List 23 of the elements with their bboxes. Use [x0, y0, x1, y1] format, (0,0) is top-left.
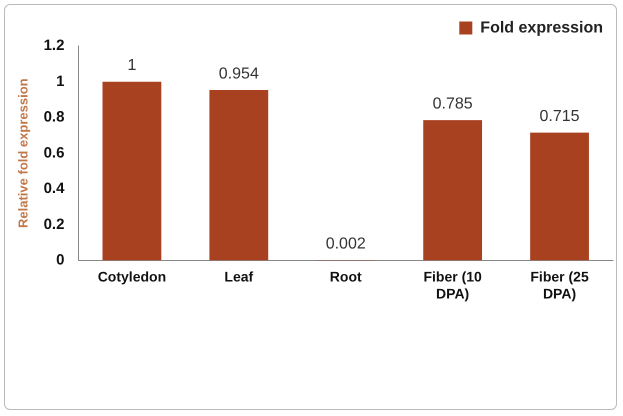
- y-tick-label: 0.2: [44, 216, 64, 233]
- legend-label: Fold expression: [480, 19, 604, 36]
- data-label: 0.785: [432, 96, 473, 113]
- data-label: 0.715: [540, 108, 580, 126]
- x-tick-label: Fiber (10 DPA): [423, 268, 482, 302]
- bar: [530, 132, 589, 260]
- y-tick-label: 0.8: [44, 108, 64, 126]
- bar: [423, 120, 482, 260]
- y-tick-label: 1.2: [44, 37, 64, 54]
- bar: [102, 82, 162, 260]
- y-tick-label: 0.4: [44, 180, 66, 198]
- data-label: 1: [127, 57, 136, 74]
- data-label: 0.954: [218, 65, 259, 82]
- y-tick-label: 0.6: [44, 144, 64, 162]
- data-label: 0.002: [326, 235, 366, 252]
- x-tick-label: Fiber (25 DPA): [530, 268, 589, 302]
- x-tick-label: Leaf: [224, 268, 254, 285]
- x-tick-label: Root: [330, 268, 362, 285]
- x-tick-label: Cotyledon: [98, 268, 166, 285]
- y-tick-label: 1: [56, 72, 64, 90]
- y-tick-label: 0: [56, 252, 64, 269]
- y-axis-title: Relative fold expression: [15, 78, 30, 228]
- bar: [209, 90, 268, 260]
